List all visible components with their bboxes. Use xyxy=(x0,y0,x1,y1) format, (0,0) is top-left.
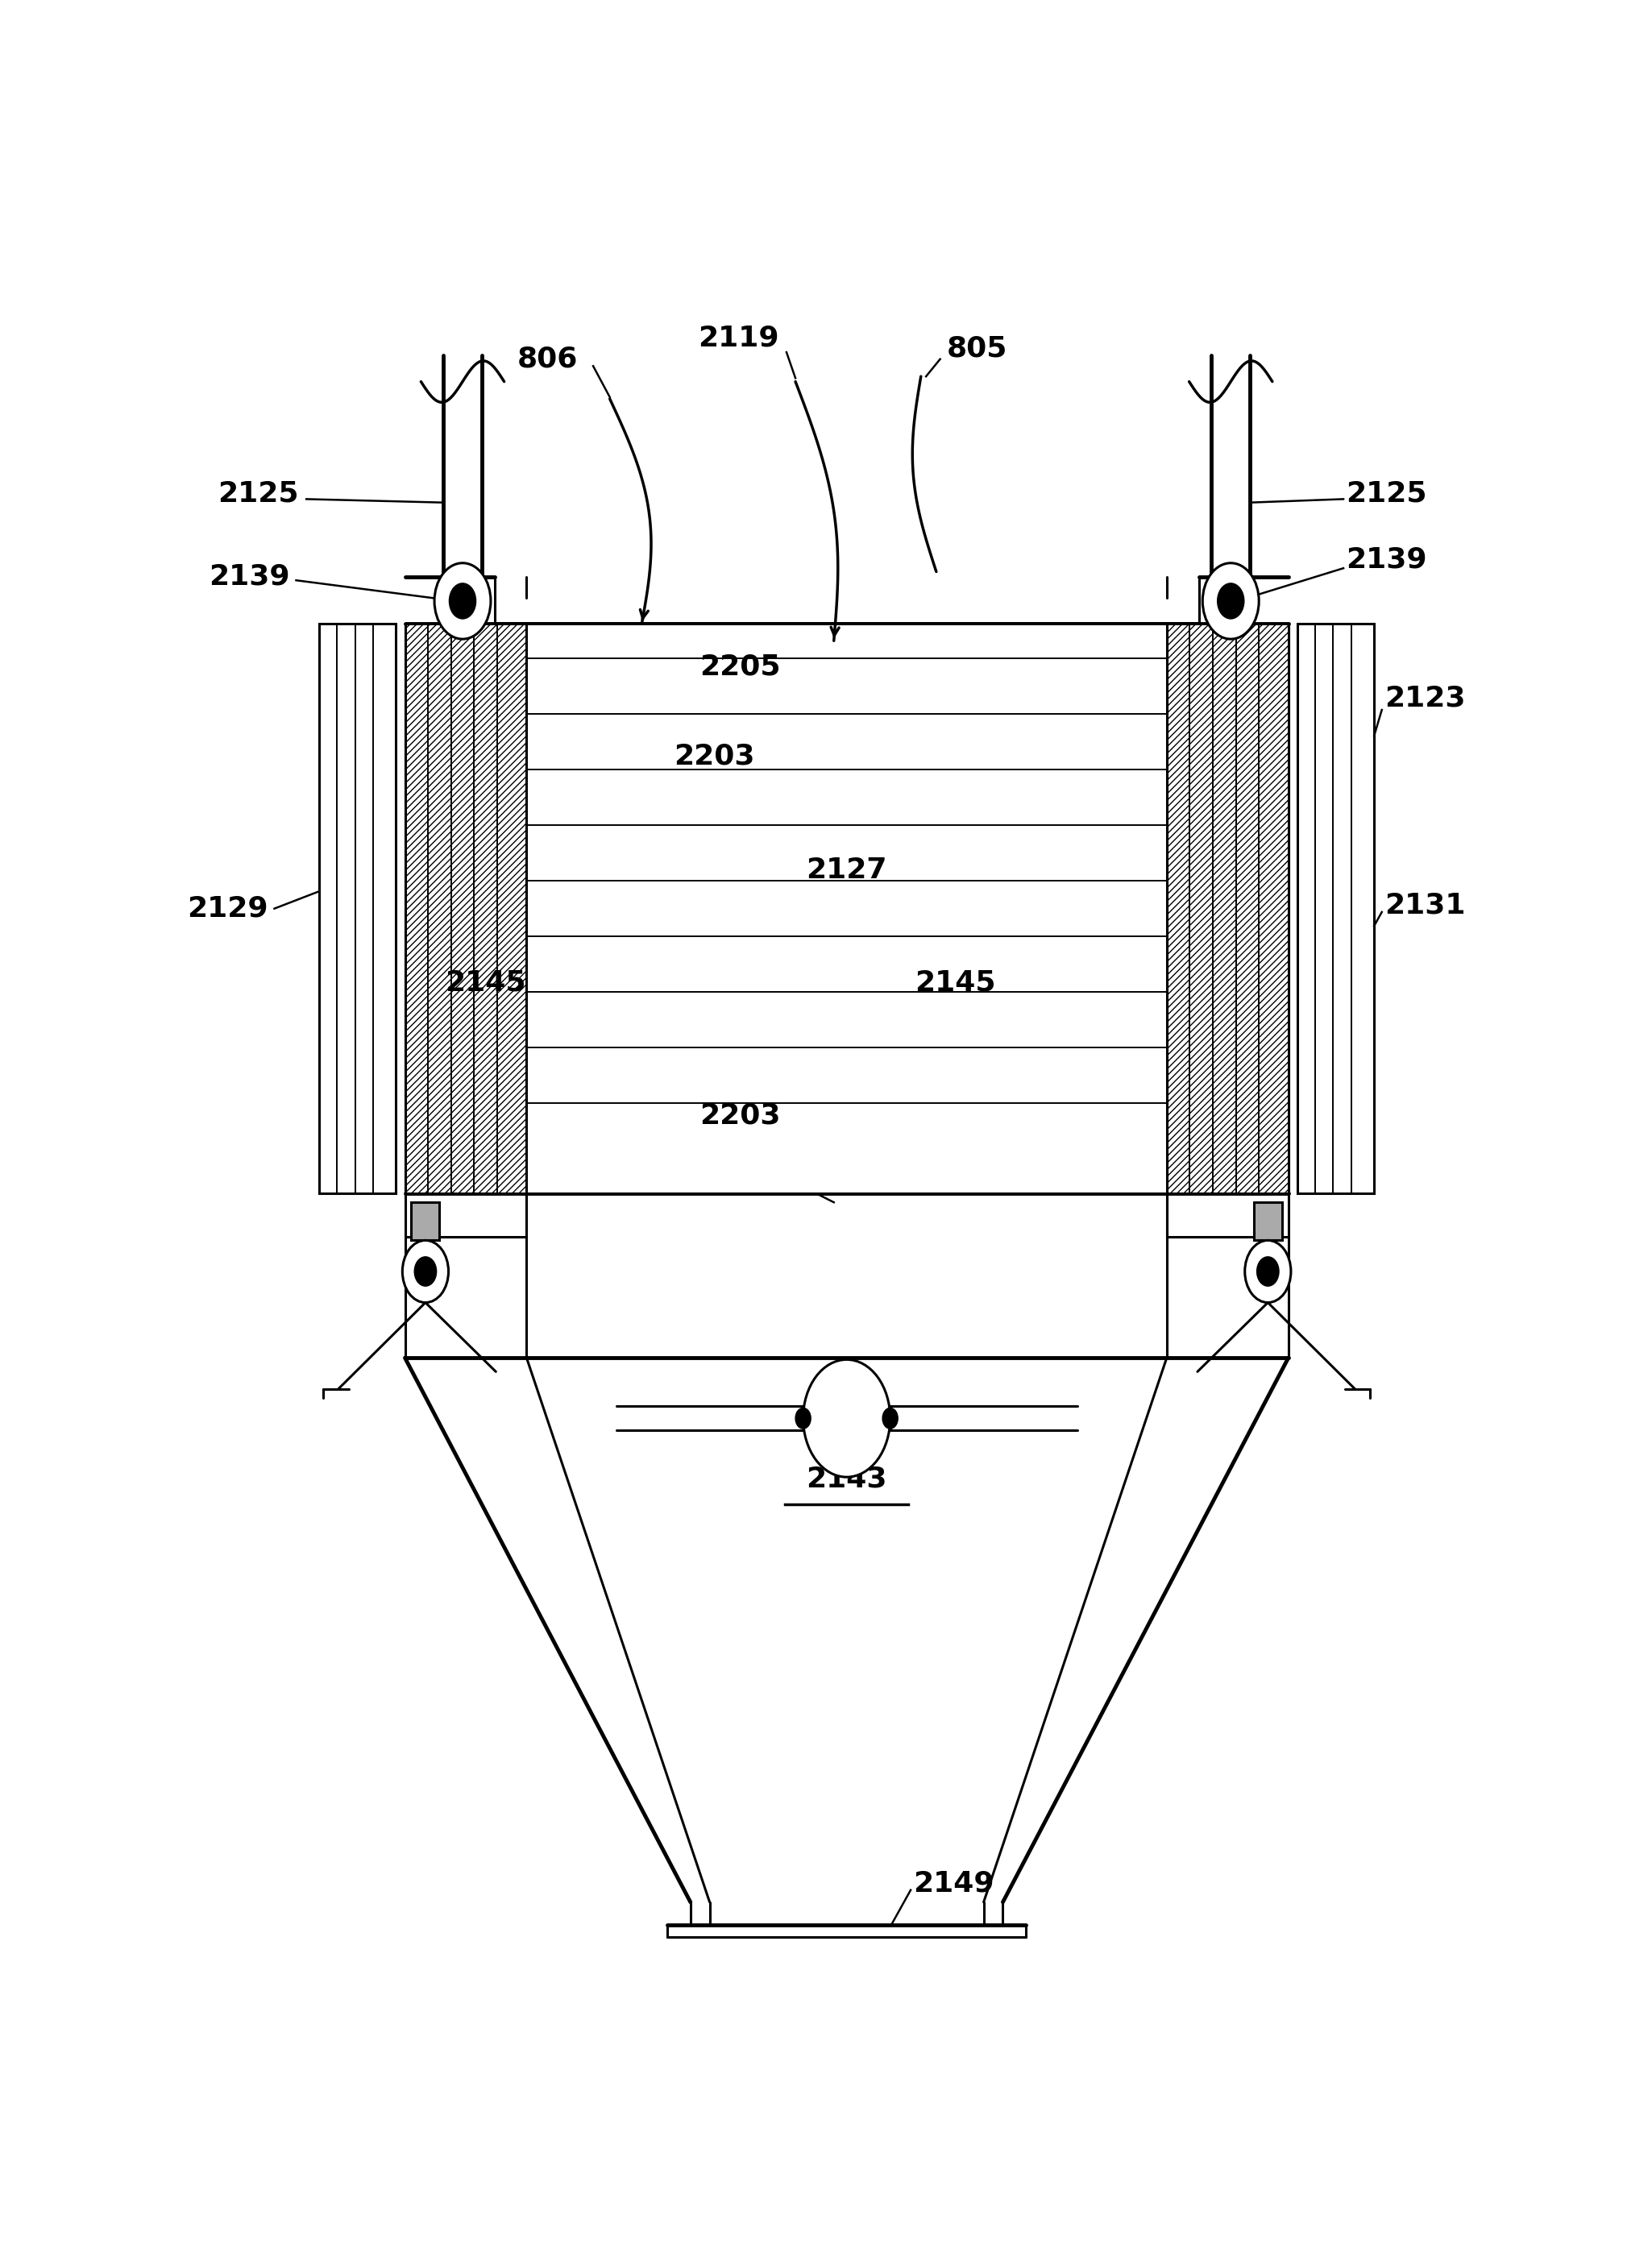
Circle shape xyxy=(795,1407,811,1429)
Circle shape xyxy=(1246,1241,1290,1302)
Circle shape xyxy=(1218,583,1244,617)
Text: 2139: 2139 xyxy=(1346,545,1427,572)
Circle shape xyxy=(403,1241,448,1302)
Circle shape xyxy=(434,563,491,640)
Circle shape xyxy=(415,1257,436,1286)
Circle shape xyxy=(1257,1257,1279,1286)
Bar xyxy=(319,624,396,1194)
Bar xyxy=(1297,624,1374,1194)
Text: 805: 805 xyxy=(947,334,1008,364)
Circle shape xyxy=(1203,563,1259,640)
Bar xyxy=(527,624,1166,1194)
Circle shape xyxy=(803,1360,890,1477)
Text: 806: 806 xyxy=(517,346,578,373)
Text: 2143: 2143 xyxy=(806,1465,887,1492)
Circle shape xyxy=(449,583,476,617)
Text: 2139: 2139 xyxy=(208,563,289,590)
Text: 2149: 2149 xyxy=(914,1869,995,1896)
Text: 2131: 2131 xyxy=(1384,891,1465,918)
Text: 2203: 2203 xyxy=(699,1102,780,1129)
Text: 2125: 2125 xyxy=(218,480,299,507)
Bar xyxy=(1166,624,1289,1194)
Text: 2123: 2123 xyxy=(1384,684,1465,711)
Text: 2205: 2205 xyxy=(699,653,780,680)
Text: 2125: 2125 xyxy=(1346,480,1427,507)
Circle shape xyxy=(882,1407,899,1429)
Text: 2129: 2129 xyxy=(187,895,268,922)
Text: 2145: 2145 xyxy=(444,969,525,996)
Bar xyxy=(405,624,527,1194)
Text: 2145: 2145 xyxy=(915,969,996,996)
Bar xyxy=(1254,1203,1282,1241)
Bar xyxy=(411,1203,439,1241)
Text: 2119: 2119 xyxy=(697,325,778,352)
Text: 2203: 2203 xyxy=(674,743,755,770)
Text: 2127: 2127 xyxy=(806,857,887,884)
